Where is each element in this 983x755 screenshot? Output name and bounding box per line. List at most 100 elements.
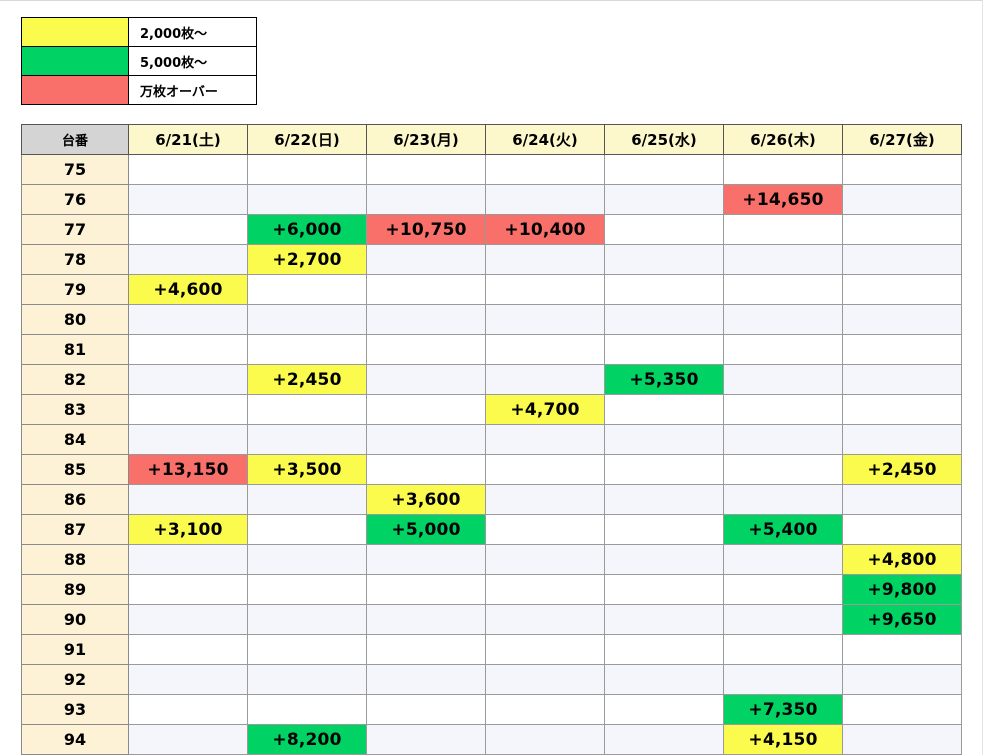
result-cell xyxy=(247,514,367,545)
result-cell xyxy=(247,634,367,665)
result-cell xyxy=(366,394,486,425)
table-row: 84 xyxy=(21,424,962,455)
result-cell xyxy=(247,424,367,455)
date-header: 6/26(木) xyxy=(723,124,843,155)
result-cell xyxy=(128,724,248,755)
date-header: 6/21(土) xyxy=(128,124,248,155)
result-cell: +9,800 xyxy=(842,574,962,605)
result-cell xyxy=(366,544,486,575)
result-cell xyxy=(723,244,843,275)
legend-item: 2,000枚～ xyxy=(21,17,257,47)
result-cell xyxy=(128,214,248,245)
legend-swatch xyxy=(21,46,129,76)
result-cell xyxy=(842,484,962,515)
result-cell xyxy=(723,544,843,575)
machine-number: 83 xyxy=(21,394,129,425)
result-cell xyxy=(723,304,843,335)
result-cell xyxy=(485,364,605,395)
result-cell xyxy=(247,334,367,365)
result-cell xyxy=(366,574,486,605)
result-cell xyxy=(128,244,248,275)
result-cell xyxy=(128,544,248,575)
table-row: 78 +2,700 xyxy=(21,244,962,275)
result-cell xyxy=(604,334,724,365)
result-cell xyxy=(842,664,962,695)
machine-number: 81 xyxy=(21,334,129,365)
result-cell xyxy=(842,694,962,725)
result-cell xyxy=(247,274,367,305)
result-cell: +4,800 xyxy=(842,544,962,575)
result-cell xyxy=(604,514,724,545)
result-cell xyxy=(723,604,843,635)
result-cell xyxy=(485,604,605,635)
result-cell xyxy=(366,244,486,275)
table-row: 86 +3,600 xyxy=(21,484,962,515)
result-cell xyxy=(604,274,724,305)
date-header: 6/22(日) xyxy=(247,124,367,155)
table-row: 93 +7,350 xyxy=(21,694,962,725)
result-cell: +3,500 xyxy=(247,454,367,485)
table-row: 83 +4,700 xyxy=(21,394,962,425)
result-cell: +14,650 xyxy=(723,184,843,215)
result-cell xyxy=(604,244,724,275)
result-cell xyxy=(128,304,248,335)
result-cell xyxy=(842,424,962,455)
legend-swatch xyxy=(21,17,129,47)
table-row: 88 +4,800 xyxy=(21,544,962,575)
result-cell: +3,600 xyxy=(366,484,486,515)
machine-number: 77 xyxy=(21,214,129,245)
machine-number: 89 xyxy=(21,574,129,605)
result-cell xyxy=(366,664,486,695)
result-cell xyxy=(842,334,962,365)
result-cell xyxy=(842,214,962,245)
machine-number: 75 xyxy=(21,154,129,185)
date-header: 6/27(金) xyxy=(842,124,962,155)
machine-number: 78 xyxy=(21,244,129,275)
result-cell xyxy=(485,184,605,215)
result-cell xyxy=(366,364,486,395)
machine-number: 88 xyxy=(21,544,129,575)
result-cell xyxy=(247,604,367,635)
top-border xyxy=(0,0,983,1)
table-row: 81 xyxy=(21,334,962,365)
result-cell xyxy=(485,274,605,305)
result-cell xyxy=(128,364,248,395)
table-row: 90 +9,650 xyxy=(21,604,962,635)
result-cell xyxy=(366,274,486,305)
result-cell xyxy=(723,334,843,365)
legend: 2,000枚～ 5,000枚～ 万枚オーバー xyxy=(21,17,257,105)
result-cell xyxy=(842,304,962,335)
result-cell: +5,350 xyxy=(604,364,724,395)
result-cell xyxy=(366,184,486,215)
result-cell xyxy=(247,574,367,605)
result-cell: +5,400 xyxy=(723,514,843,545)
result-cell xyxy=(604,574,724,605)
table-row: 75 xyxy=(21,154,962,185)
result-cell xyxy=(723,454,843,485)
result-cell: +7,350 xyxy=(723,694,843,725)
result-cell xyxy=(723,664,843,695)
result-cell xyxy=(366,634,486,665)
result-cell xyxy=(128,634,248,665)
result-cell xyxy=(366,454,486,485)
machine-number: 79 xyxy=(21,274,129,305)
result-cell xyxy=(485,304,605,335)
result-cell xyxy=(723,424,843,455)
result-cell xyxy=(842,244,962,275)
result-cell xyxy=(485,694,605,725)
legend-label: 万枚オーバー xyxy=(128,75,257,105)
table-row: 89 +9,800 xyxy=(21,574,962,605)
result-cell xyxy=(485,724,605,755)
machine-number: 82 xyxy=(21,364,129,395)
result-cell xyxy=(485,634,605,665)
result-cell xyxy=(842,154,962,185)
date-header: 6/24(火) xyxy=(485,124,605,155)
result-cell xyxy=(723,394,843,425)
result-cell xyxy=(366,604,486,635)
result-cell xyxy=(723,574,843,605)
result-cell: +4,700 xyxy=(485,394,605,425)
result-cell: +10,750 xyxy=(366,214,486,245)
result-cell xyxy=(485,454,605,485)
result-cell xyxy=(366,694,486,725)
result-cell xyxy=(604,484,724,515)
